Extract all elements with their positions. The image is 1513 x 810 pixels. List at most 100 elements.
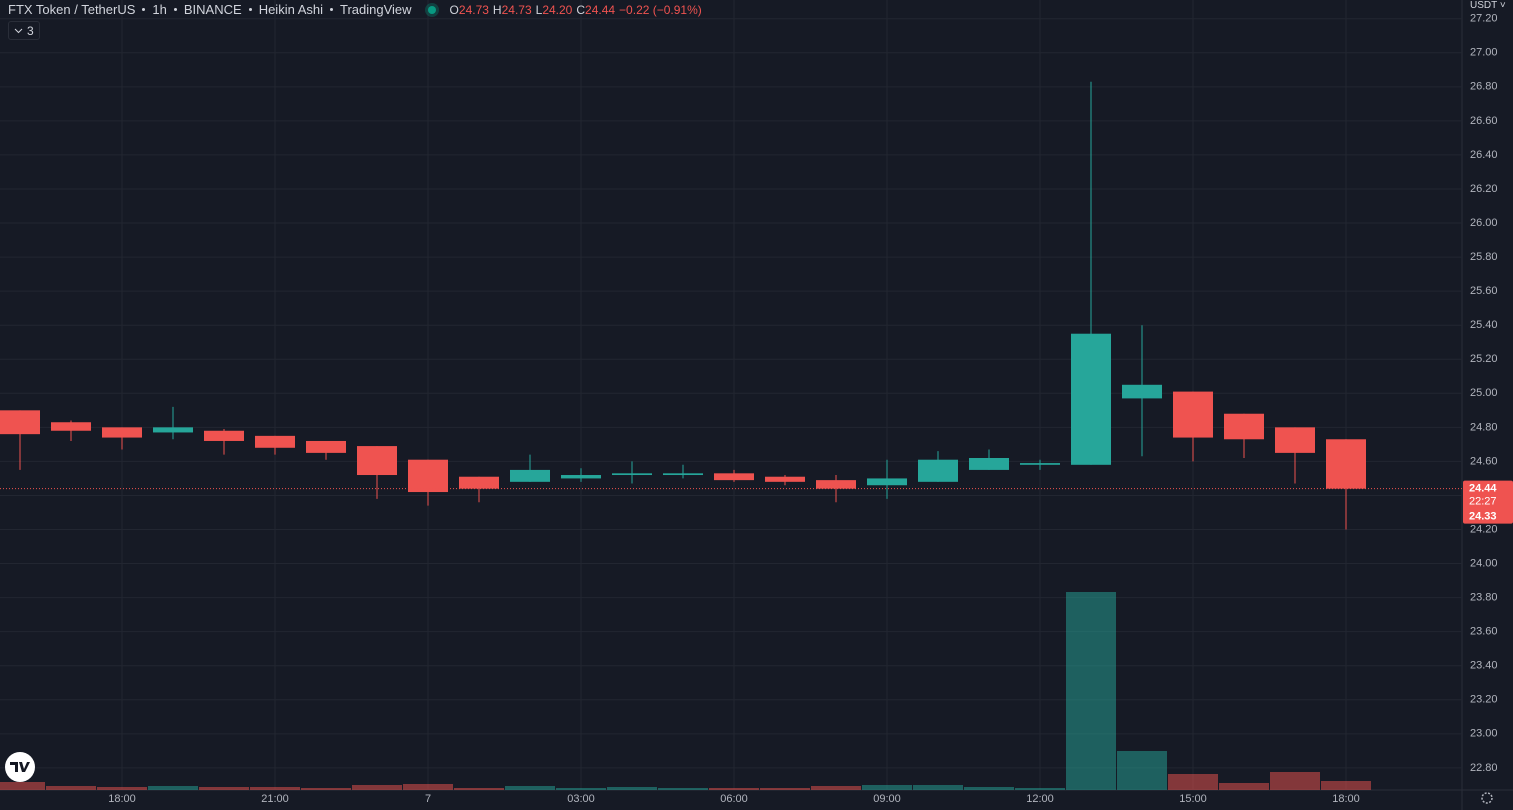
- currency-selector[interactable]: USDT ˅: [1470, 0, 1506, 11]
- y-tick-label: 23.40: [1470, 660, 1498, 672]
- y-tick-label: 25.00: [1470, 387, 1498, 399]
- exchange: BINANCE: [183, 2, 242, 17]
- volume-bar: [148, 786, 198, 790]
- logo-bg: [5, 752, 35, 782]
- candle-body: [1173, 391, 1213, 438]
- price-label-box: [1463, 480, 1513, 524]
- legend-label: H: [492, 3, 502, 17]
- candle-body: [357, 446, 397, 476]
- legend-value: 24.44: [585, 3, 616, 17]
- x-tick-label: 21:00: [261, 793, 289, 805]
- y-tick-label: 26.00: [1470, 217, 1498, 229]
- volume-bar: [97, 787, 147, 790]
- y-tick-label: 23.80: [1470, 592, 1498, 604]
- candle-body: [816, 480, 856, 489]
- candle-body: [1224, 413, 1264, 440]
- candle-body: [306, 440, 346, 453]
- interval[interactable]: 1h: [152, 2, 167, 17]
- candle-body: [51, 422, 91, 431]
- separator: [142, 8, 146, 11]
- x-tick-label: 7: [425, 793, 431, 805]
- legend-item: O24.73: [450, 3, 489, 17]
- volume-bar: [658, 788, 708, 790]
- volume-bar: [709, 788, 759, 790]
- x-tick-label: 15:00: [1179, 793, 1207, 805]
- y-tick-label: 24.20: [1470, 523, 1498, 535]
- x-tick-label: 09:00: [873, 793, 901, 805]
- volume-bar: [913, 785, 963, 790]
- y-tick-label: 26.60: [1470, 115, 1498, 127]
- chart-style: Heikin Ashi: [258, 2, 323, 17]
- tradingview-logo[interactable]: [5, 752, 35, 782]
- legend-item: L24.20: [536, 3, 573, 17]
- candle-body: [204, 430, 244, 441]
- y-tick-label: 26.40: [1470, 149, 1498, 161]
- legend-label: L: [535, 3, 543, 17]
- y-tick-label: 25.40: [1470, 319, 1498, 331]
- volume-bar: [199, 787, 249, 790]
- x-tick-label: 03:00: [567, 793, 595, 805]
- y-tick-label: 24.80: [1470, 421, 1498, 433]
- price-axis: [1462, 0, 1513, 810]
- countdown: 22:27: [1469, 496, 1497, 508]
- volume-bar: [250, 787, 300, 790]
- x-tick-label: 18:00: [1332, 793, 1360, 805]
- indicators-toggle[interactable]: 3: [8, 21, 40, 40]
- candle-body: [867, 478, 907, 486]
- volume-bar: [1219, 783, 1269, 790]
- symbol[interactable]: FTX Token / TetherUS: [8, 2, 136, 17]
- volume-bar: [760, 788, 810, 790]
- y-tick-label: 23.00: [1470, 728, 1498, 740]
- candle-body: [714, 473, 754, 481]
- settings-icon[interactable]: [1481, 792, 1493, 804]
- candle-body: [1275, 427, 1315, 453]
- legend-value: 24.73: [458, 3, 489, 17]
- volume-bar: [607, 787, 657, 790]
- candle-body: [1071, 333, 1111, 465]
- volume-bar: [1066, 592, 1116, 790]
- candle-body: [510, 469, 550, 482]
- indicators-count: 3: [27, 23, 34, 38]
- candle-body: [918, 459, 958, 482]
- volume-bar: [454, 788, 504, 790]
- y-tick-label: 23.60: [1470, 626, 1498, 638]
- candle-body: [612, 473, 652, 476]
- legend-item: C24.44: [576, 3, 615, 17]
- legend-value: 24.73: [501, 3, 532, 17]
- y-tick-label: 26.20: [1470, 183, 1498, 195]
- separator: [330, 8, 333, 11]
- separator: [248, 8, 252, 11]
- candle-body: [408, 459, 448, 493]
- legend-item: H24.73: [493, 3, 532, 17]
- y-tick-label: 27.00: [1470, 47, 1498, 59]
- volume-bar: [352, 785, 402, 790]
- candle-body: [663, 473, 703, 476]
- candle-body: [561, 475, 601, 479]
- candle-body: [765, 476, 805, 482]
- x-tick-label: 18:00: [108, 793, 136, 805]
- source: TradingView: [340, 2, 412, 17]
- candle-body: [1326, 439, 1366, 489]
- volume-bar: [1168, 774, 1218, 790]
- separator: [173, 8, 177, 11]
- market-status[interactable]: [427, 5, 436, 14]
- candle-body: [255, 435, 295, 448]
- volume-bar: [556, 788, 606, 790]
- y-tick-label: 26.80: [1470, 81, 1498, 93]
- legend-value: 24.20: [542, 3, 573, 17]
- y-tick-label: 24.00: [1470, 557, 1498, 569]
- header: FTX Token / TetherUS 1h BINANCE Heikin A…: [8, 1, 702, 18]
- volume-bar: [1117, 751, 1167, 790]
- volume-bar: [0, 782, 45, 790]
- ohlc-legend: O24.73 H24.73 L24.20 C24.44: [450, 2, 620, 17]
- candle-body: [459, 476, 499, 489]
- legend-label: C: [576, 3, 586, 17]
- last-price-label: 24.44: [1469, 483, 1497, 495]
- y-tick-label: 23.20: [1470, 694, 1498, 706]
- candle-body: [0, 410, 40, 435]
- y-tick-label: 25.80: [1470, 251, 1498, 263]
- volume-bar: [811, 786, 861, 790]
- volume-bar: [862, 785, 912, 790]
- logo-shape: [10, 762, 30, 772]
